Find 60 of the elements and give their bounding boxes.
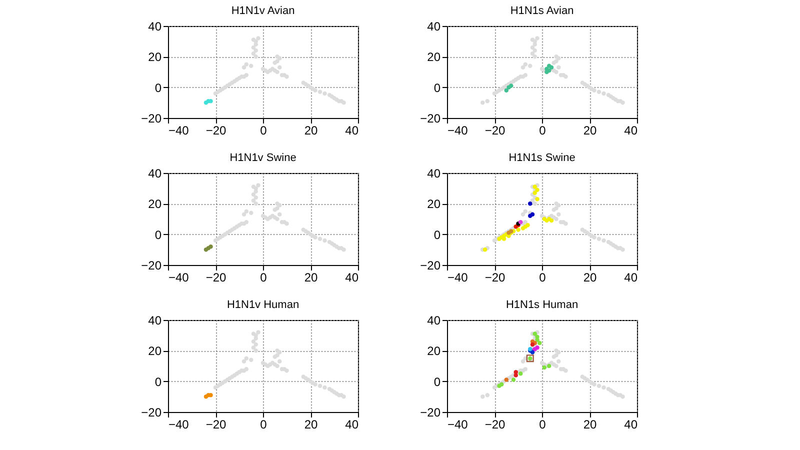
x-tick-label: −20 <box>484 418 506 432</box>
y-tick-label: 20 <box>148 344 162 358</box>
x-tick-label: 20 <box>583 124 597 138</box>
y-tick-label: 0 <box>434 228 441 242</box>
x-tick-label: −40 <box>448 418 468 432</box>
x-tick-label: 40 <box>624 270 638 284</box>
y-tick-label: 20 <box>427 50 441 64</box>
y-tick-label: 40 <box>427 314 441 328</box>
y-tick-label: 40 <box>148 20 162 34</box>
x-tick-label: 40 <box>345 270 359 284</box>
y-tick-label: 20 <box>427 197 441 212</box>
x-tick-label: 20 <box>304 418 318 432</box>
x-tick-label: 0 <box>260 270 268 284</box>
y-tick-label: 20 <box>148 197 162 212</box>
y-tick-label: −20 <box>420 112 441 126</box>
x-tick-label: 0 <box>539 270 546 284</box>
x-tick-label: −20 <box>484 270 506 284</box>
x-tick-label: 40 <box>345 124 359 138</box>
x-tick-label: 20 <box>304 270 318 284</box>
y-tick-label: 0 <box>154 80 162 95</box>
x-tick-label: −20 <box>484 124 506 138</box>
y-tick-label: 0 <box>434 80 441 95</box>
x-tick-label: −40 <box>168 418 190 432</box>
x-tick-label: 40 <box>624 124 638 138</box>
chart-title: H1N1s Swine <box>508 152 576 164</box>
y-tick-label: −20 <box>420 258 441 272</box>
y-tick-label: 40 <box>148 166 162 180</box>
x-tick-label: 40 <box>345 418 359 432</box>
x-tick-label: 20 <box>304 124 318 138</box>
x-tick-label: 40 <box>624 418 638 432</box>
y-tick-label: −20 <box>141 406 162 420</box>
x-tick-label: −20 <box>206 418 226 432</box>
y-tick-label: −20 <box>420 406 441 420</box>
x-tick-label: 0 <box>539 124 546 138</box>
x-tick-label: 20 <box>583 270 597 284</box>
x-tick-label: 20 <box>583 418 597 432</box>
x-tick-label: −40 <box>168 270 190 284</box>
y-tick-label: 20 <box>148 50 162 64</box>
x-tick-label: 0 <box>260 418 268 432</box>
chart-title: H1N1s Human <box>506 299 578 311</box>
x-tick-label: −20 <box>206 124 226 138</box>
y-tick-label: −20 <box>141 112 162 126</box>
y-tick-label: 40 <box>427 20 441 34</box>
y-tick-label: 40 <box>148 314 162 328</box>
chart-title: H1N1s Avian <box>510 5 574 17</box>
chart-title: H1N1v Avian <box>231 5 295 17</box>
y-tick-label: 0 <box>154 374 162 389</box>
y-tick-label: −20 <box>141 258 162 272</box>
x-tick-label: −40 <box>448 124 468 138</box>
x-tick-label: 0 <box>260 124 268 138</box>
y-tick-label: 0 <box>434 374 441 389</box>
x-tick-label: 0 <box>539 418 546 432</box>
x-tick-label: −20 <box>206 270 226 284</box>
chart-title: H1N1v Swine <box>230 152 296 164</box>
chart-title: H1N1v Human <box>226 299 300 311</box>
y-tick-label: 20 <box>427 344 441 358</box>
x-tick-label: −40 <box>168 124 190 138</box>
y-tick-label: 40 <box>427 166 441 180</box>
x-tick-label: −40 <box>448 270 468 284</box>
y-tick-label: 0 <box>154 228 162 242</box>
